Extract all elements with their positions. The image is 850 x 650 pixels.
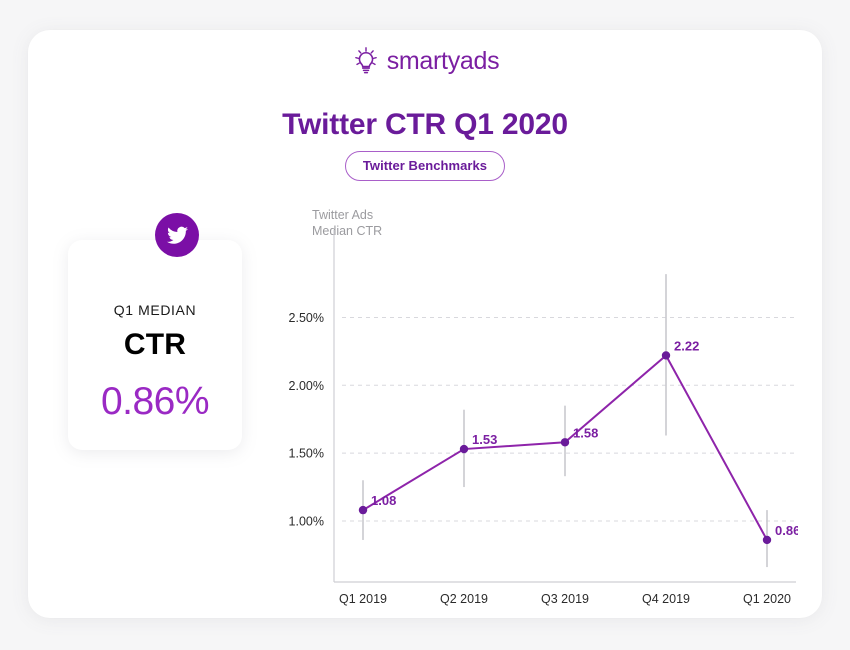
x-axis-tick-label: Q1 2020 [743, 592, 791, 606]
stat-subtitle: Q1 MEDIAN [113, 302, 197, 318]
y-axis-tick-label: 1.00% [289, 514, 324, 528]
data-point[interactable] [661, 351, 671, 360]
ctr-line-chart: 1.00% 1.50% 2.00% 2.50% 1.08 1.53 1.58 2.22 0.86… [289, 230, 798, 606]
stat-metric-name: CTR [123, 328, 187, 361]
brand-name: smartyads [386, 46, 500, 75]
page-title: Twitter CTR Q1 2020 [282, 108, 568, 141]
chart-caption-line2: Median CTR [312, 224, 383, 238]
x-axis-tick-label: Q3 2019 [541, 592, 589, 606]
lightbulb-icon [351, 46, 381, 76]
data-point-label: 1.53 [472, 432, 497, 447]
chart-container: Twitter Ads Median CTR 1.00% 1.50% 2.00% 2.… [28, 30, 822, 618]
stat-value: 0.86% [100, 380, 210, 423]
data-point-label: 1.08 [371, 493, 396, 508]
data-point[interactable] [459, 444, 469, 454]
y-axis-tick-label: 2.00% [289, 379, 324, 393]
status-badge[interactable]: Twitter Benchmarks [344, 151, 506, 181]
data-point[interactable] [358, 505, 368, 515]
y-axis-tick-label: 1.50% [289, 447, 324, 461]
data-point-label: 2.22 [674, 338, 699, 353]
data-point-label: 0.86 [775, 523, 798, 538]
x-axis-tick-label: Q4 2019 [642, 592, 690, 606]
badge-row: Twitter Benchmarks [28, 151, 822, 181]
data-point[interactable] [762, 535, 772, 545]
median-ctr-card: Q1 MEDIAN CTR 0.86% [68, 213, 242, 450]
data-point-label: 1.58 [573, 425, 598, 440]
chart-caption: Twitter Ads Median CTR [312, 207, 382, 239]
x-axis-tick-label: Q2 2019 [440, 592, 488, 606]
x-axis-tick-label: Q1 2019 [339, 592, 387, 606]
brand-logo[interactable]: smartyads [28, 46, 822, 76]
y-axis-tick-label: 2.50% [289, 311, 324, 325]
chart-caption-line1: Twitter Ads [312, 208, 374, 222]
main-card: smartyads Twitter CTR Q1 2020 Twitter Be… [28, 30, 822, 618]
data-point[interactable] [560, 438, 570, 447]
twitter-bird-icon [155, 213, 199, 257]
